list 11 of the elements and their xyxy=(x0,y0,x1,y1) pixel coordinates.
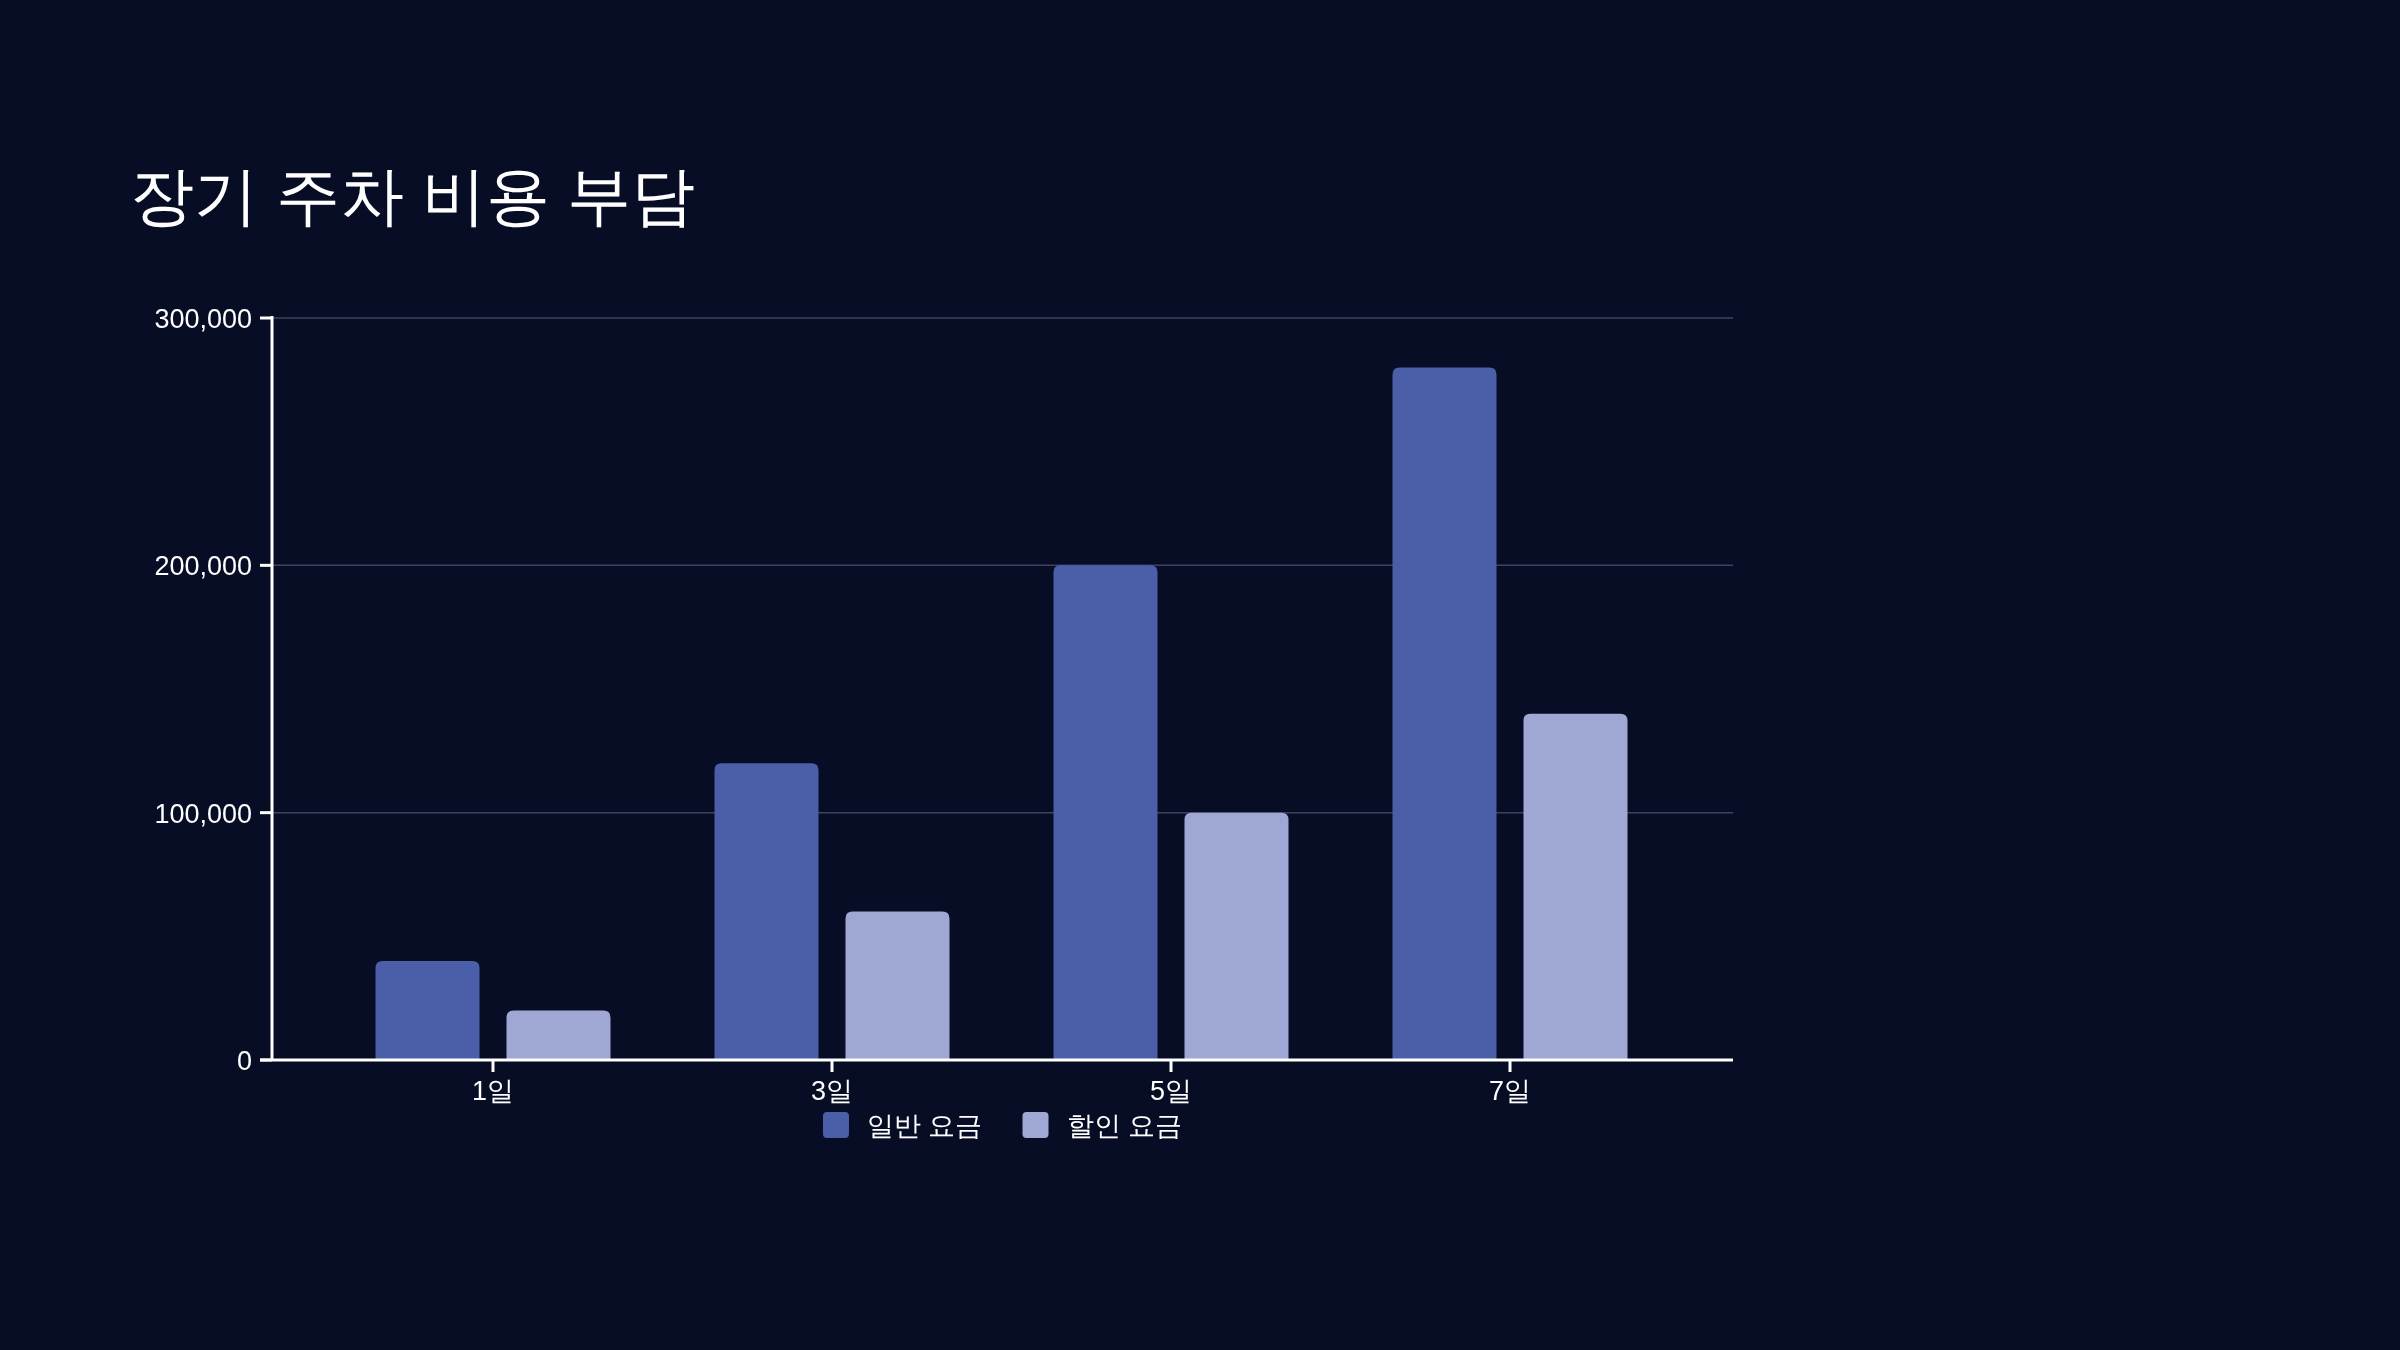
y-tick-label: 0 xyxy=(236,1046,252,1076)
y-tick-label: 200,000 xyxy=(154,551,252,582)
x-tick-label: 1일 xyxy=(471,1076,515,1106)
x-tick-label: 3일 xyxy=(810,1076,854,1106)
y-tick-label: 300,000 xyxy=(154,304,252,334)
chart-title: 장기 주차 비용 부담 xyxy=(130,160,696,232)
y-tick-label: 100,000 xyxy=(154,798,252,829)
x-tick-label: 7일 xyxy=(1488,1076,1532,1106)
legend-label: 일반 요금 xyxy=(866,1111,983,1141)
legend-label: 할인 요금 xyxy=(1066,1111,1183,1141)
x-tick-label: 5일 xyxy=(1149,1076,1193,1106)
